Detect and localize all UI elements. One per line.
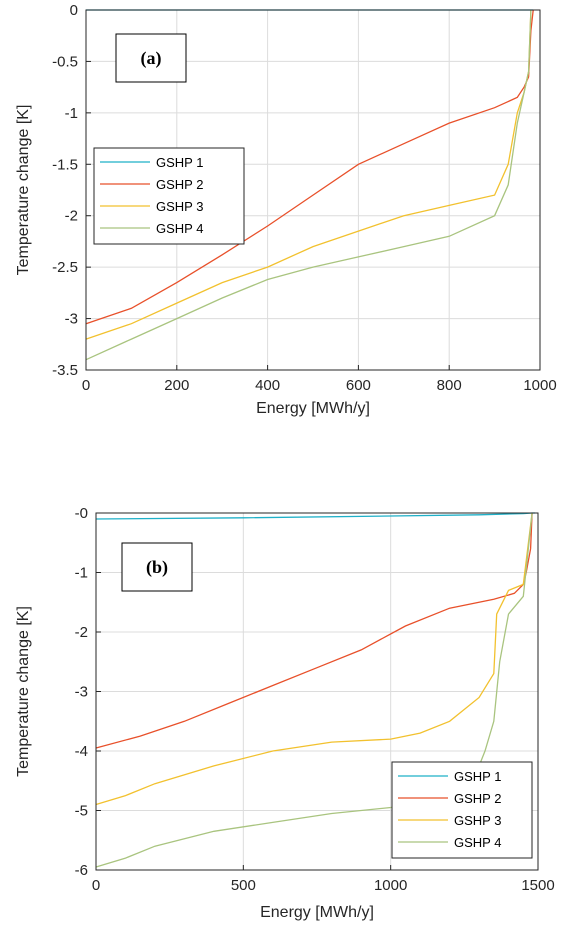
legend-entry: GSHP 1 (454, 769, 501, 784)
legend-entry: GSHP 4 (454, 835, 501, 850)
y-axis-label: Temperature change [K] (15, 606, 32, 777)
y-tick-label: -1 (65, 105, 78, 122)
x-axis-label: Energy [MWh/y] (260, 904, 374, 921)
legend-entry: GSHP 3 (454, 813, 501, 828)
y-tick-label: -1 (75, 565, 88, 582)
panel-label-box (121, 542, 193, 592)
legend-entry: GSHP 2 (454, 791, 501, 806)
y-axis-label: Temperature change [K] (15, 105, 32, 276)
x-tick-label: 1000 (374, 877, 407, 894)
y-tick-label: -4 (75, 743, 88, 760)
legend-entry: GSHP 2 (156, 177, 203, 192)
x-tick-label: 500 (231, 877, 256, 894)
x-tick-label: 1500 (521, 877, 554, 894)
y-tick-label: -1.5 (52, 156, 78, 173)
y-tick-label: -0 (75, 505, 88, 522)
axes-box (85, 9, 541, 371)
x-axis-label: Energy [MWh/y] (256, 400, 370, 417)
legend: GSHP 1 GSHP 2 GSHP 3 GSHP 4 (391, 761, 533, 859)
series-line-4 (85, 9, 532, 361)
x-tick-label: 600 (346, 377, 371, 394)
panel-label: (a) (141, 48, 162, 69)
series-line-3 (95, 512, 533, 806)
y-tick-label: -3.5 (52, 362, 78, 379)
x-tick-label: 1000 (523, 377, 556, 394)
y-tick-label: -6 (75, 862, 88, 879)
series-line-3 (85, 9, 532, 340)
y-tick-label: 0 (70, 2, 78, 19)
x-tick-label: 400 (255, 377, 280, 394)
y-tick-label: -2.5 (52, 259, 78, 276)
legend-entry: GSHP 1 (156, 155, 203, 170)
x-tick-label: 200 (164, 377, 189, 394)
legend-entry: GSHP 4 (156, 221, 203, 236)
y-tick-label: -5 (75, 803, 88, 820)
y-tick-label: -0.5 (52, 53, 78, 70)
legend: GSHP 1 GSHP 2 GSHP 3 GSHP 4 (93, 147, 245, 245)
chart-panel-b: 0 500 1000 1500 -0 -1 -2 -3 -4 -5 -6 Energy [MWh/y]… (15, 505, 555, 921)
panel-label-box (115, 33, 187, 83)
y-tick-label: -3 (75, 684, 88, 701)
panel-label: (b) (146, 557, 168, 578)
y-tick-label: -2 (75, 624, 88, 641)
y-tick-label: -2 (65, 208, 78, 225)
legend-entry: GSHP 3 (156, 199, 203, 214)
chart-panel-a: 0 200 400 600 800 1000 0 -0.5 -1 -1.5 -2 -2.5 -3 -3.5… (15, 2, 557, 417)
y-tick-label: -3 (65, 311, 78, 328)
x-tick-label: 0 (92, 877, 100, 894)
x-tick-label: 0 (82, 377, 90, 394)
x-tick-label: 800 (437, 377, 462, 394)
